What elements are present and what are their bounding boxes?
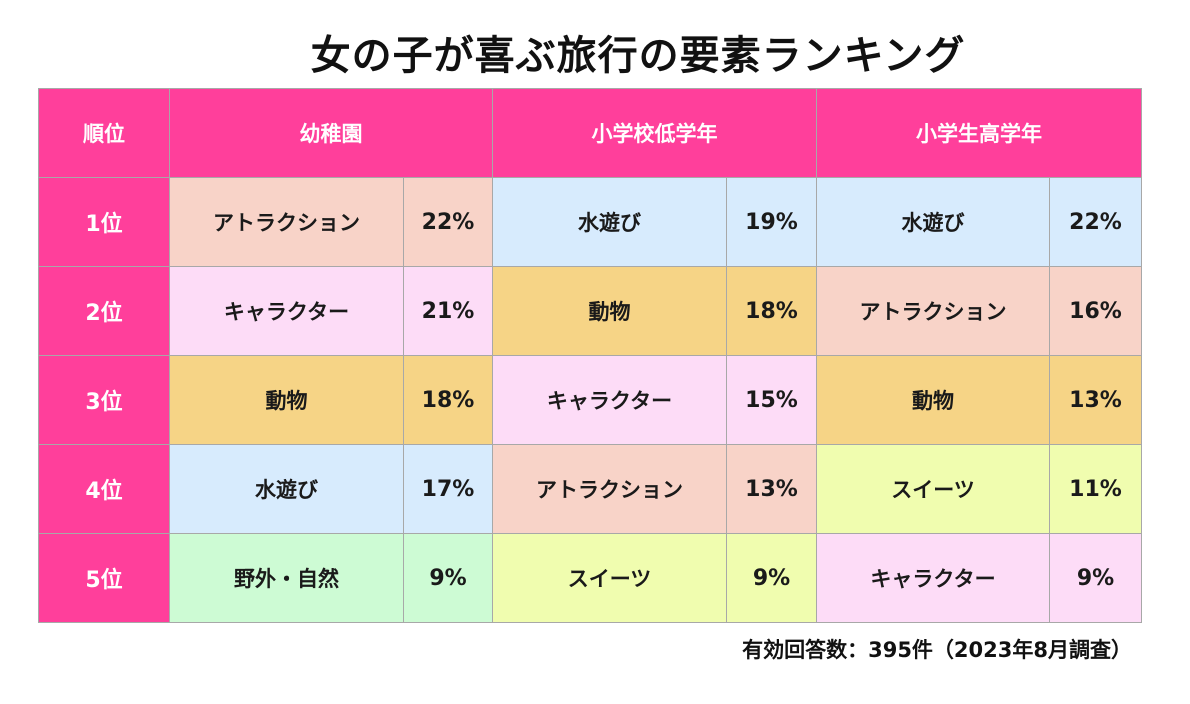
kindergarten-item-cell: 動物: [169, 355, 404, 445]
upper-elementary-item-cell: 動物: [816, 355, 1050, 445]
table-row: 2位 キャラクター 21% 動物 18% アトラクション 16%: [38, 266, 1142, 356]
kindergarten-percent-cell: 21%: [403, 266, 493, 356]
group-header-kindergarten: 幼稚園: [169, 88, 493, 178]
lower-elementary-percent-cell: 15%: [726, 355, 817, 445]
lower-elementary-item-cell: 水遊び: [492, 177, 727, 267]
rank-label: 2位: [38, 266, 170, 356]
rank-label: 3位: [38, 355, 170, 445]
kindergarten-item-cell: アトラクション: [169, 177, 404, 267]
kindergarten-item-cell: 野外・自然: [169, 533, 404, 623]
upper-elementary-percent-cell: 11%: [1049, 444, 1142, 534]
lower-elementary-item-cell: スイーツ: [492, 533, 727, 623]
kindergarten-item-cell: キャラクター: [169, 266, 404, 356]
survey-footnote: 有効回答数：395件（2023年8月調査）: [742, 638, 1132, 662]
table-body: 1位 アトラクション 22% 水遊び 19% 水遊び 22% 2位 キャラクター 21% 動物 18%…: [38, 177, 1142, 623]
upper-elementary-percent-cell: 13%: [1049, 355, 1142, 445]
group-header-upper-elementary: 小学生高学年: [816, 88, 1142, 178]
upper-elementary-percent-cell: 9%: [1049, 533, 1142, 623]
lower-elementary-item-cell: 動物: [492, 266, 727, 356]
kindergarten-percent-cell: 18%: [403, 355, 493, 445]
kindergarten-percent-cell: 17%: [403, 444, 493, 534]
rank-header: 順位: [38, 88, 170, 178]
upper-elementary-percent-cell: 16%: [1049, 266, 1142, 356]
lower-elementary-percent-cell: 19%: [726, 177, 817, 267]
lower-elementary-item-cell: アトラクション: [492, 444, 727, 534]
lower-elementary-percent-cell: 18%: [726, 266, 817, 356]
rank-label: 5位: [38, 533, 170, 623]
table-row: 4位 水遊び 17% アトラクション 13% スイーツ 11%: [38, 444, 1142, 534]
chart-title: 女の子が喜ぶ旅行の要素ランキング: [310, 33, 966, 79]
table-row: 5位 野外・自然 9% スイーツ 9% キャラクター 9%: [38, 533, 1142, 623]
lower-elementary-percent-cell: 9%: [726, 533, 817, 623]
upper-elementary-item-cell: アトラクション: [816, 266, 1050, 356]
group-header-lower-elementary: 小学校低学年: [492, 88, 817, 178]
kindergarten-item-cell: 水遊び: [169, 444, 404, 534]
table-row: 1位 アトラクション 22% 水遊び 19% 水遊び 22%: [38, 177, 1142, 267]
upper-elementary-item-cell: 水遊び: [816, 177, 1050, 267]
table-row: 3位 動物 18% キャラクター 15% 動物 13%: [38, 355, 1142, 445]
header-row: 順位 幼稚園 小学校低学年 小学生高学年: [38, 88, 1142, 178]
kindergarten-percent-cell: 22%: [403, 177, 493, 267]
rank-label: 4位: [38, 444, 170, 534]
lower-elementary-percent-cell: 13%: [726, 444, 817, 534]
upper-elementary-item-cell: スイーツ: [816, 444, 1050, 534]
kindergarten-percent-cell: 9%: [403, 533, 493, 623]
ranking-table: 順位 幼稚園 小学校低学年 小学生高学年 1位 アトラクション 22% 水遊び 19% 水…: [38, 88, 1142, 623]
upper-elementary-item-cell: キャラクター: [816, 533, 1050, 623]
lower-elementary-item-cell: キャラクター: [492, 355, 727, 445]
rank-label: 1位: [38, 177, 170, 267]
upper-elementary-percent-cell: 22%: [1049, 177, 1142, 267]
